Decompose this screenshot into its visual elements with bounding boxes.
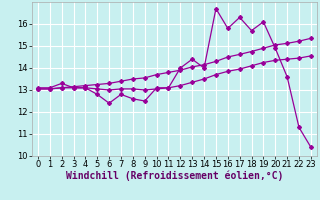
X-axis label: Windchill (Refroidissement éolien,°C): Windchill (Refroidissement éolien,°C) (66, 171, 283, 181)
